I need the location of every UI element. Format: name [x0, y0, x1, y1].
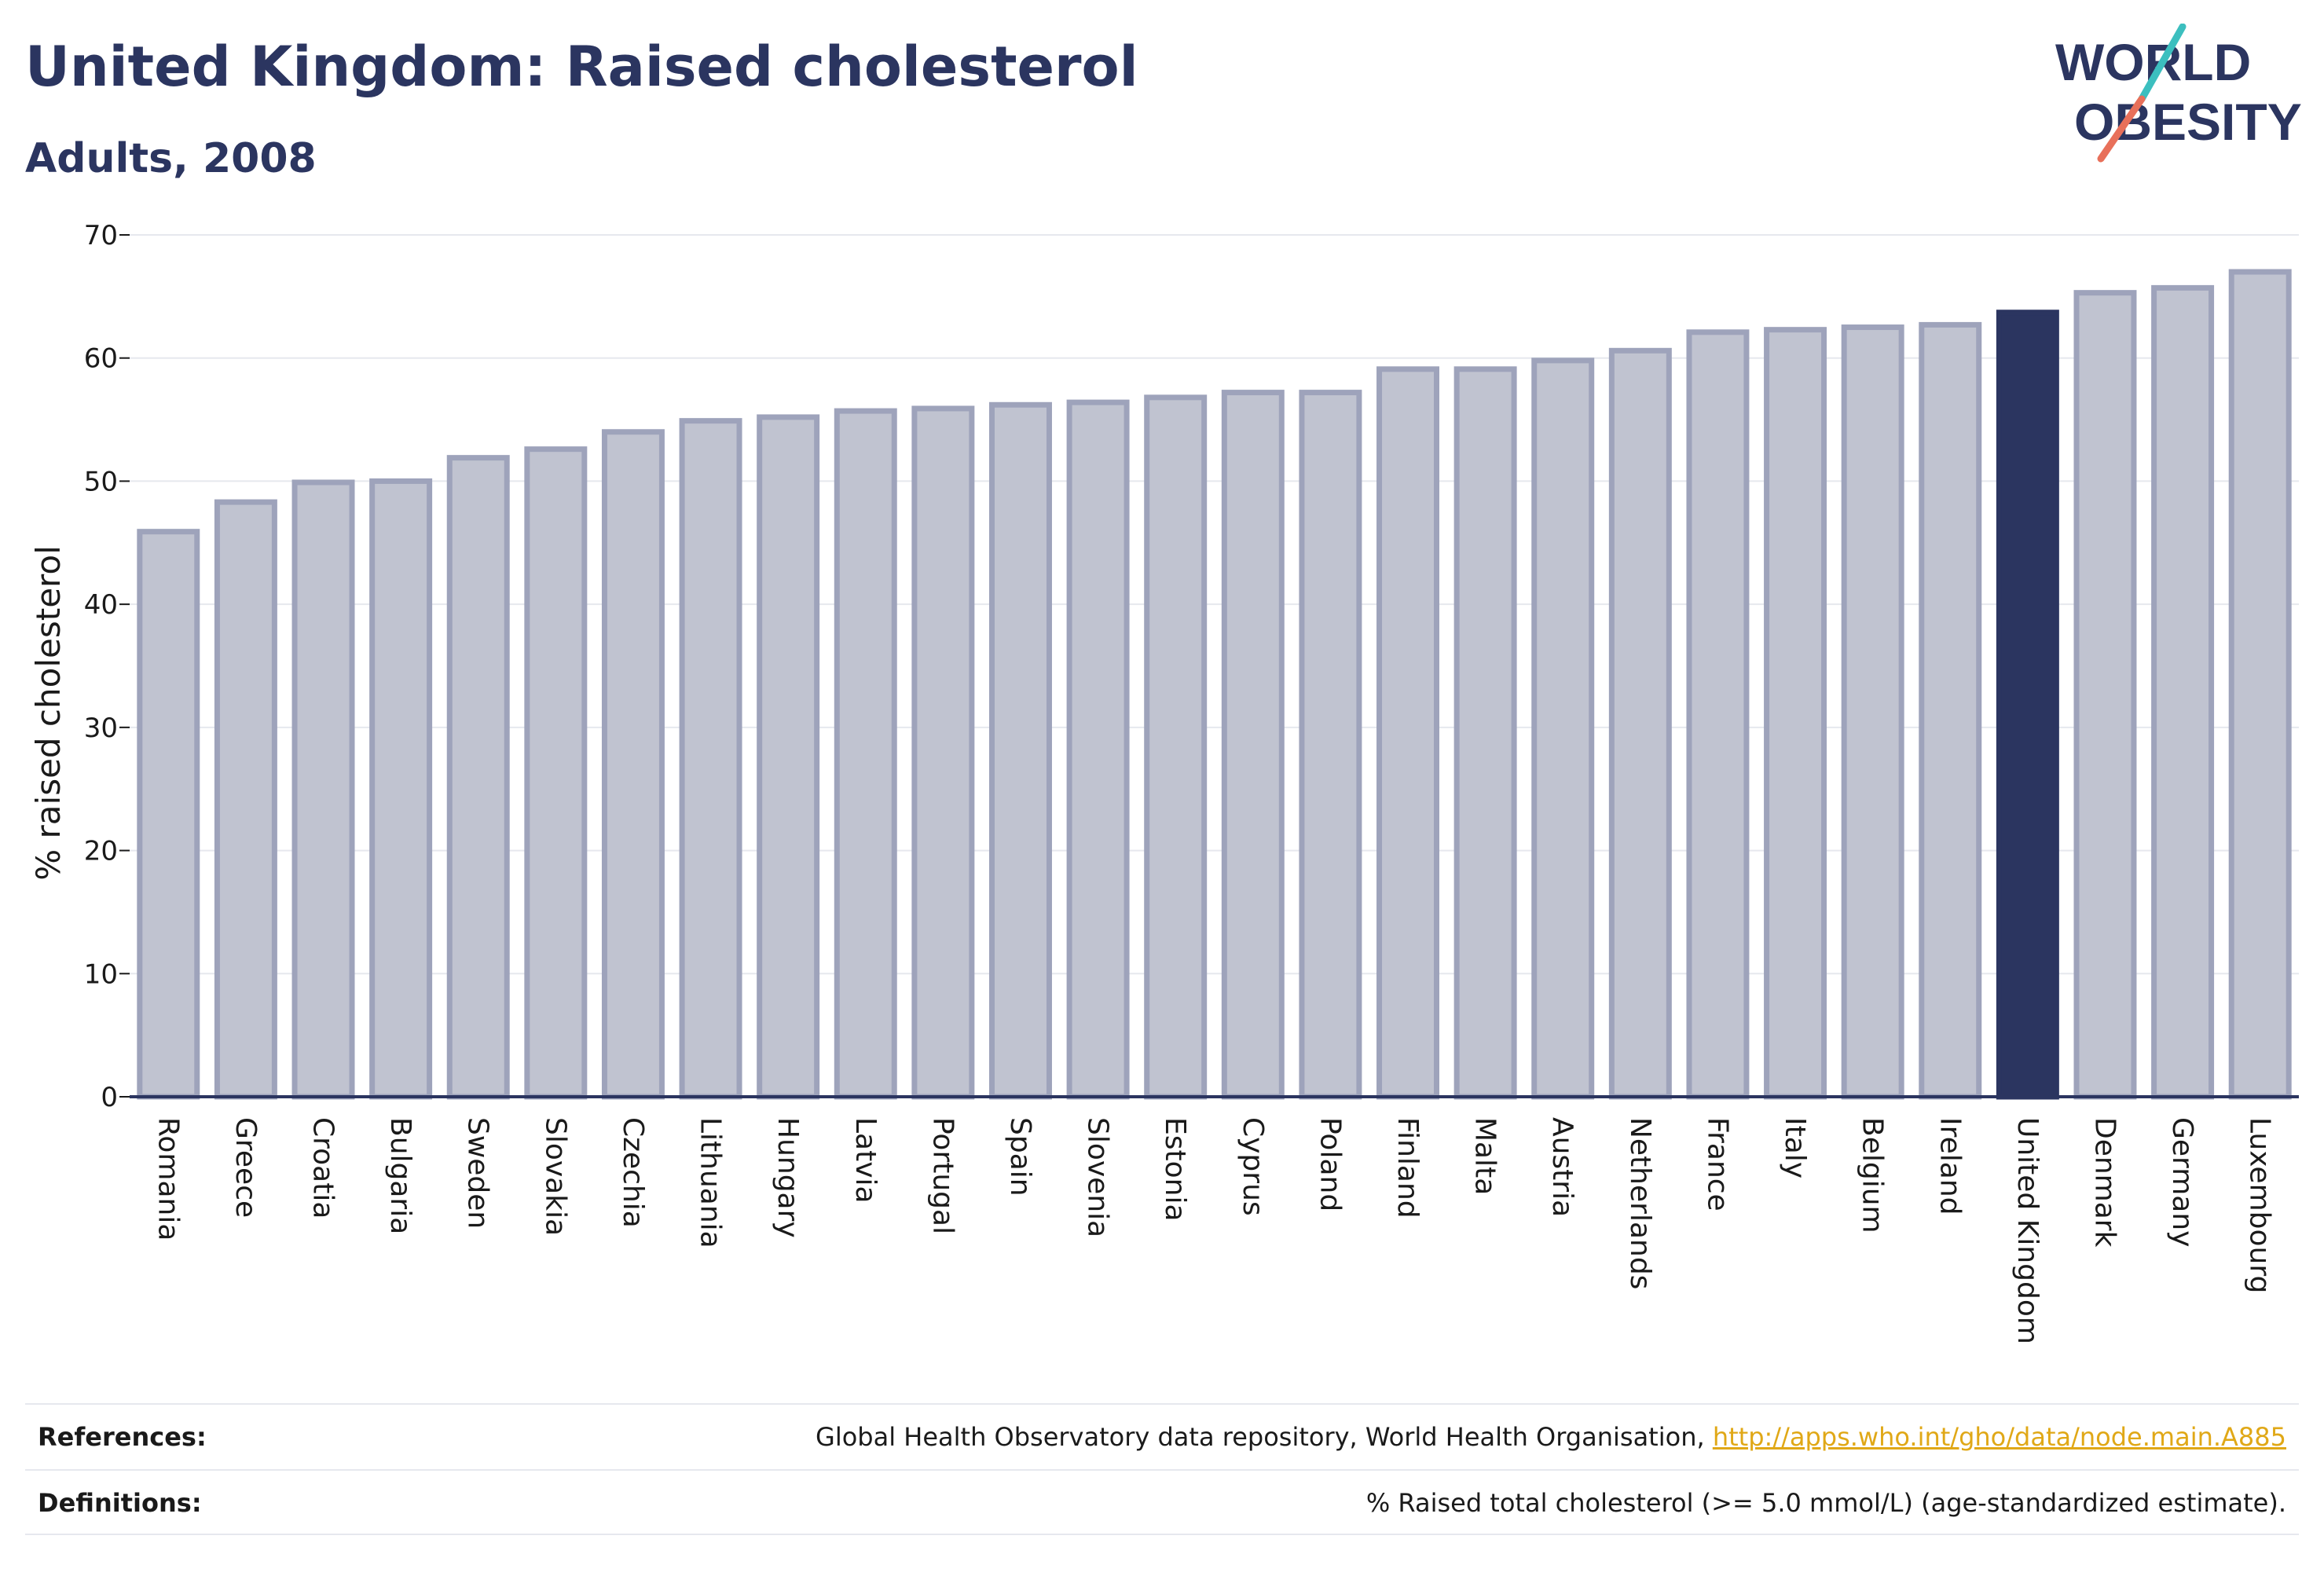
bar-france	[1686, 329, 1750, 1100]
bar-germany	[2151, 284, 2215, 1100]
y-tick-label: 10	[84, 958, 118, 990]
bar-belgium	[1841, 324, 1904, 1100]
bar-croatia	[291, 479, 355, 1100]
bar-cyprus	[1221, 390, 1285, 1100]
bar-romania	[137, 529, 200, 1100]
bar-czechia	[601, 429, 665, 1100]
y-tick-label: 40	[84, 589, 118, 621]
bar-ireland	[1919, 321, 1982, 1100]
x-tick-label: Ireland	[1934, 1117, 1966, 1215]
x-tick-label: Slovenia	[1082, 1117, 1114, 1237]
bar-united-kingdom	[1996, 310, 2059, 1100]
y-tick-label: 30	[84, 713, 118, 744]
x-tick-label: Cyprus	[1237, 1117, 1269, 1216]
references-link[interactable]: http://apps.who.int/gho/data/node.main.A…	[1712, 1422, 2286, 1452]
y-tick-label: 60	[84, 343, 118, 375]
bar-chart: 0 10 20 30 40 50 60 70 Romania Greece Croatia Bulg…	[29, 220, 2299, 1344]
bar-malta	[1453, 366, 1517, 1100]
x-tick-label: Hungary	[772, 1117, 804, 1238]
logo-slash-coral	[2097, 95, 2146, 163]
bar-finland	[1376, 366, 1440, 1100]
x-axis-ticks: Romania Greece Croatia Bulgaria Sweden Slovak…	[152, 1117, 2275, 1344]
x-tick-label: Poland	[1314, 1117, 1346, 1211]
bar-denmark	[2073, 290, 2137, 1100]
bar-poland	[1299, 390, 1362, 1100]
x-tick-label: Spain	[1004, 1117, 1036, 1197]
x-tick-label: Slovakia	[539, 1117, 571, 1236]
bar-estonia	[1144, 394, 1208, 1100]
bar-greece	[214, 499, 277, 1100]
x-tick-label: Malta	[1469, 1117, 1501, 1195]
y-tick-label: 50	[84, 466, 118, 497]
bar-austria	[1531, 357, 1595, 1100]
y-tick-label: 70	[84, 220, 118, 251]
x-tick-label: Netherlands	[1624, 1117, 1656, 1289]
bar-portugal	[911, 405, 975, 1100]
x-tick-label: France	[1701, 1117, 1733, 1211]
x-tick-label: Croatia	[307, 1117, 339, 1219]
world-obesity-logo: WORLD OBESITY	[2055, 24, 2302, 163]
x-tick-label: Austria	[1546, 1117, 1578, 1217]
logo-slash-teal	[2138, 24, 2187, 103]
x-tick-label: Bulgaria	[384, 1117, 416, 1234]
x-tick-label: United Kingdom	[2011, 1117, 2044, 1344]
x-tick-label: Czechia	[617, 1117, 649, 1228]
x-tick-label: Italy	[1779, 1117, 1811, 1178]
x-tick-label: Sweden	[462, 1117, 494, 1229]
x-tick-label: Romania	[152, 1117, 184, 1241]
y-axis-ticks: 0 10 20 30 40 50 60 70	[84, 220, 130, 1113]
bar-lithuania	[679, 418, 742, 1100]
x-tick-label: Greece	[229, 1117, 262, 1218]
references-text: Global Health Observatory data repositor…	[816, 1422, 1713, 1452]
bar-bulgaria	[369, 478, 433, 1100]
definitions-row: Definitions: % Raised total cholesterol …	[25, 1469, 2299, 1535]
bar-luxembourg	[2228, 269, 2292, 1100]
bar-latvia	[834, 408, 897, 1100]
x-tick-label: Germany	[2166, 1117, 2198, 1247]
definitions-value: % Raised total cholesterol (>= 5.0 mmol/…	[1365, 1488, 2286, 1518]
bar-netherlands	[1608, 347, 1672, 1100]
bar-slovenia	[1066, 399, 1130, 1100]
x-tick-label: Finland	[1391, 1117, 1424, 1219]
chart-subtitle: Adults, 2008	[25, 135, 317, 182]
footer-divider	[25, 1534, 2299, 1535]
bar-sweden	[446, 455, 510, 1100]
y-tick-label: 20	[84, 836, 118, 867]
x-tick-label: Luxembourg	[2244, 1117, 2276, 1293]
bar-hungary	[757, 414, 820, 1100]
references-row: References: Global Health Observatory da…	[25, 1403, 2299, 1469]
x-tick-label: Denmark	[2088, 1117, 2121, 1248]
x-tick-label: Latvia	[849, 1117, 882, 1204]
chart-title: United Kingdom: Raised cholesterol	[25, 35, 1138, 99]
x-tick-label: Estonia	[1159, 1117, 1191, 1222]
y-tick-label: 0	[101, 1082, 118, 1113]
x-tick-label: Lithuania	[695, 1117, 727, 1248]
bar-slovakia	[524, 446, 588, 1100]
x-tick-label: Portugal	[926, 1117, 959, 1234]
x-tick-label: Belgium	[1857, 1117, 1889, 1233]
bar-italy	[1764, 327, 1827, 1100]
bar-spain	[988, 401, 1052, 1100]
bars	[137, 269, 2292, 1100]
references-value: Global Health Observatory data repositor…	[816, 1422, 2286, 1452]
references-label: References:	[38, 1422, 207, 1452]
y-axis-label: % raised cholesterol	[29, 545, 68, 880]
definitions-label: Definitions:	[38, 1488, 202, 1518]
